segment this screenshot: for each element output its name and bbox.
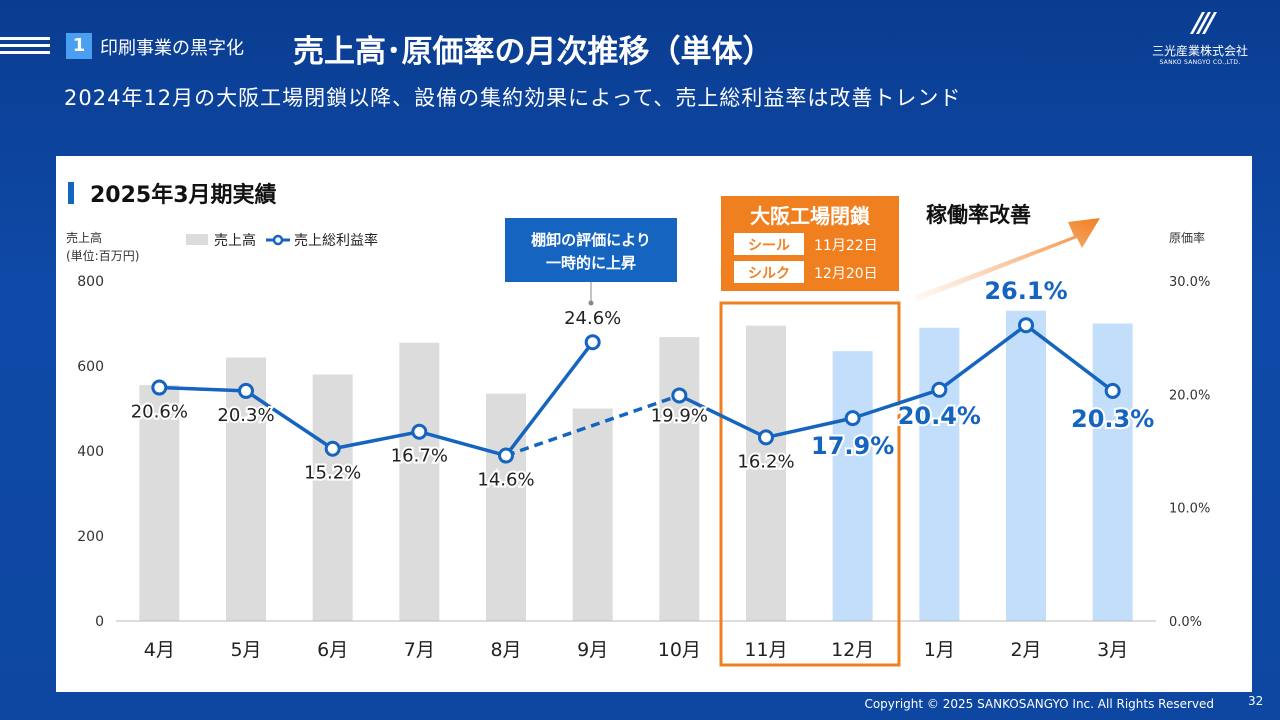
company-logo: 三光産業株式会社 SANKO SANGYO CO.,LTD. bbox=[1140, 10, 1260, 66]
y-left-tick-label: 800 bbox=[77, 274, 104, 290]
margin-data-label: 20.3% bbox=[1071, 405, 1154, 433]
inventory-note-line2: 一時的に上昇 bbox=[546, 254, 636, 272]
closure-title: 大阪工場閉鎖 bbox=[750, 204, 871, 228]
logo-subname: SANKO SANGYO CO.,LTD. bbox=[1159, 59, 1241, 66]
x-tick-label: 11月 bbox=[744, 639, 787, 661]
page-subtitle: 2024年12月の大阪工場閉鎖以降、設備の集約効果によって、売上総利益率は改善ト… bbox=[64, 86, 962, 110]
chart-title: 2025年3月期実績 bbox=[90, 182, 277, 208]
margin-point-1 bbox=[151, 379, 168, 396]
margin-data-label: 17.9% bbox=[811, 432, 894, 460]
bar-5 bbox=[486, 393, 526, 621]
x-tick-label: 1月 bbox=[924, 639, 955, 661]
margin-data-label: 14.6% bbox=[477, 470, 534, 491]
x-tick-label: 2月 bbox=[1010, 639, 1041, 661]
legend-line-label: 売上総利益率 bbox=[294, 232, 378, 249]
margin-data-label: 24.6% bbox=[564, 308, 621, 329]
margin-point-6 bbox=[584, 334, 601, 351]
page-number: 32 bbox=[1248, 694, 1264, 708]
logo-name: 三光産業株式会社 bbox=[1151, 44, 1248, 58]
y-right-tick-label: 20.0% bbox=[1169, 388, 1210, 403]
logo-mark-icon bbox=[1190, 12, 1217, 34]
margin-data-label: 20.6% bbox=[131, 402, 188, 423]
chart-panel: 2025年3月期実績 売上高 (単位:百万円) 原価率 売上高 売上総利益率 0… bbox=[56, 156, 1252, 692]
legend-line-marker bbox=[272, 234, 284, 246]
legend-bar-swatch bbox=[186, 234, 208, 245]
margin-data-label: 19.9% bbox=[651, 405, 708, 426]
x-tick-label: 12月 bbox=[831, 639, 874, 661]
bar-4 bbox=[399, 342, 440, 621]
margin-point-9 bbox=[844, 410, 861, 427]
x-tick-label: 10月 bbox=[658, 639, 701, 661]
margin-point-11 bbox=[1018, 317, 1034, 334]
y-left-tick-label: 600 bbox=[77, 359, 104, 375]
section-label: 印刷事業の黒字化 bbox=[100, 38, 244, 59]
margin-point-8 bbox=[758, 429, 774, 446]
page-title: 売上高･原価率の月次推移（単体） bbox=[293, 34, 774, 70]
margin-data-label: 16.2% bbox=[737, 451, 794, 472]
margin-data-label: 15.2% bbox=[304, 463, 361, 484]
inventory-callout bbox=[505, 218, 677, 282]
chart-svg: 2025年3月期実績 売上高 (単位:百万円) 原価率 売上高 売上総利益率 0… bbox=[66, 182, 1210, 667]
header-lines bbox=[0, 37, 50, 58]
margin-data-label: 26.1% bbox=[984, 277, 1067, 305]
closure-highlight-box bbox=[719, 301, 901, 667]
closure-row-2-label: シルク bbox=[748, 266, 790, 282]
x-tick-label: 8月 bbox=[490, 639, 521, 661]
closure-row-2-date: 12月20日 bbox=[814, 266, 878, 282]
inventory-note-line1: 棚卸の評価により bbox=[531, 231, 651, 249]
closure-row-2-label-bg bbox=[734, 261, 804, 283]
closure-row-1-date: 11月22日 bbox=[814, 238, 878, 254]
x-tick-label: 7月 bbox=[404, 639, 435, 661]
legend-bar-label: 売上高 bbox=[214, 232, 256, 249]
closure-row-1-label-bg bbox=[734, 233, 804, 255]
x-tick-label: 6月 bbox=[317, 639, 348, 661]
bar-1 bbox=[139, 385, 180, 621]
closure-row-1-label: シール bbox=[748, 238, 790, 254]
margin-point-12 bbox=[1104, 382, 1121, 399]
bar-3 bbox=[312, 374, 353, 621]
improvement-label: 稼働率改善 bbox=[926, 203, 1031, 227]
margin-point-2 bbox=[238, 382, 254, 399]
margin-line-dashed-segment bbox=[505, 393, 680, 458]
y-left-unit: (単位:百万円) bbox=[66, 248, 139, 263]
y-right-tick-label: 10.0% bbox=[1169, 502, 1210, 517]
inventory-leader-dot bbox=[588, 300, 594, 306]
x-tick-label: 5月 bbox=[230, 639, 261, 661]
margin-line-segment-3 bbox=[678, 323, 1114, 440]
y-right-tick-label: 0.0% bbox=[1169, 615, 1202, 630]
section-number-badge: 1 bbox=[66, 33, 92, 59]
margin-line-segment-2 bbox=[504, 341, 595, 457]
y-right-label: 原価率 bbox=[1169, 230, 1205, 245]
margin-point-10 bbox=[931, 381, 948, 398]
margin-point-4 bbox=[411, 423, 428, 440]
margin-point-7 bbox=[671, 387, 688, 404]
improvement-arrow-icon bbox=[914, 218, 1100, 301]
bar-7 bbox=[659, 337, 700, 621]
margin-data-label: 20.3% bbox=[217, 405, 274, 426]
x-tick-label: 4月 bbox=[144, 639, 175, 661]
bar-10 bbox=[919, 327, 960, 621]
bar-12 bbox=[1092, 323, 1133, 621]
y-left-tick-label: 200 bbox=[77, 529, 104, 545]
bar-11 bbox=[1006, 310, 1046, 621]
margin-point-3 bbox=[324, 440, 341, 457]
y-right-tick-label: 30.0% bbox=[1169, 275, 1210, 290]
y-left-label: 売上高 bbox=[66, 230, 102, 245]
chart-title-marker bbox=[68, 182, 74, 204]
bar-6 bbox=[572, 408, 613, 621]
x-tick-label: 3月 bbox=[1097, 639, 1128, 661]
margin-point-5 bbox=[498, 447, 514, 464]
y-left-tick-label: 400 bbox=[77, 444, 104, 460]
y-left-tick-label: 0 bbox=[95, 614, 104, 630]
x-tick-label: 9月 bbox=[577, 639, 608, 661]
footer-copyright: Copyright © 2025 SANKOSANGYO Inc. All Ri… bbox=[864, 697, 1214, 711]
bar-8 bbox=[746, 325, 786, 621]
bar-9 bbox=[832, 351, 873, 621]
margin-data-label: 20.4% bbox=[898, 402, 981, 430]
margin-data-label: 16.7% bbox=[391, 446, 448, 467]
